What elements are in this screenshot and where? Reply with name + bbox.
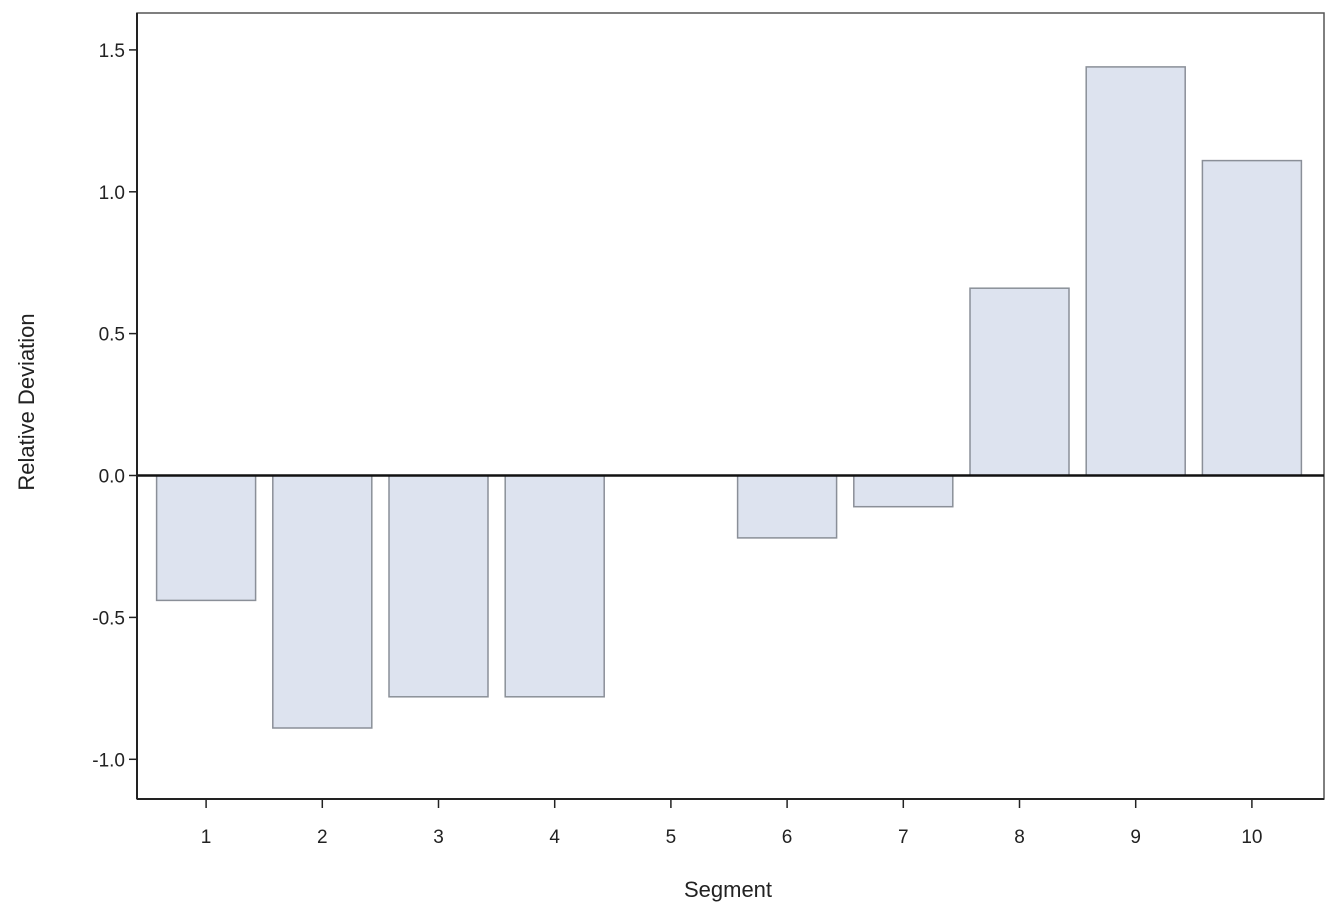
- y-axis-title: Relative Deviation: [14, 313, 39, 490]
- y-tick-label: 0.5: [99, 325, 125, 346]
- x-ticks-group: 1 2 3 4 5 6 7 8 9 10: [201, 799, 1262, 848]
- y-tick-label: -1.0: [92, 750, 125, 771]
- bar-segment-1: [155, 474, 257, 602]
- y-tick-label: 0.0: [99, 467, 125, 488]
- x-tick-label-1: 1: [201, 827, 212, 848]
- x-tick-label-3: 3: [433, 827, 444, 848]
- x-tick-label-7: 7: [898, 827, 909, 848]
- bar-segment-4: [504, 474, 605, 698]
- bar-segment-7: [853, 474, 954, 508]
- x-tick-label-5: 5: [666, 827, 677, 848]
- x-axis-title: Segment: [684, 877, 772, 902]
- y-tick-label: 1.0: [99, 183, 125, 204]
- y-ticks-group: 1.5 1.0 0.5 0.0 -0.5 -1.0: [92, 41, 137, 771]
- bars-group: [155, 66, 1303, 729]
- x-tick-label-6: 6: [782, 827, 793, 848]
- y-tick-label: -0.5: [92, 608, 125, 629]
- x-tick-label-8: 8: [1014, 827, 1025, 848]
- x-tick-label-10: 10: [1241, 827, 1262, 848]
- bar-segment-6: [736, 474, 838, 539]
- bar-segment-3: [388, 474, 489, 698]
- bar-segment-2: [272, 474, 373, 729]
- bar-segment-10: [1201, 159, 1303, 477]
- x-tick-label-4: 4: [549, 827, 560, 848]
- x-tick-label-2: 2: [317, 827, 328, 848]
- bar-segment-9: [1085, 66, 1186, 477]
- bar-segment-8: [969, 287, 1070, 477]
- x-tick-label-9: 9: [1130, 827, 1141, 848]
- y-tick-label: 1.5: [99, 41, 125, 62]
